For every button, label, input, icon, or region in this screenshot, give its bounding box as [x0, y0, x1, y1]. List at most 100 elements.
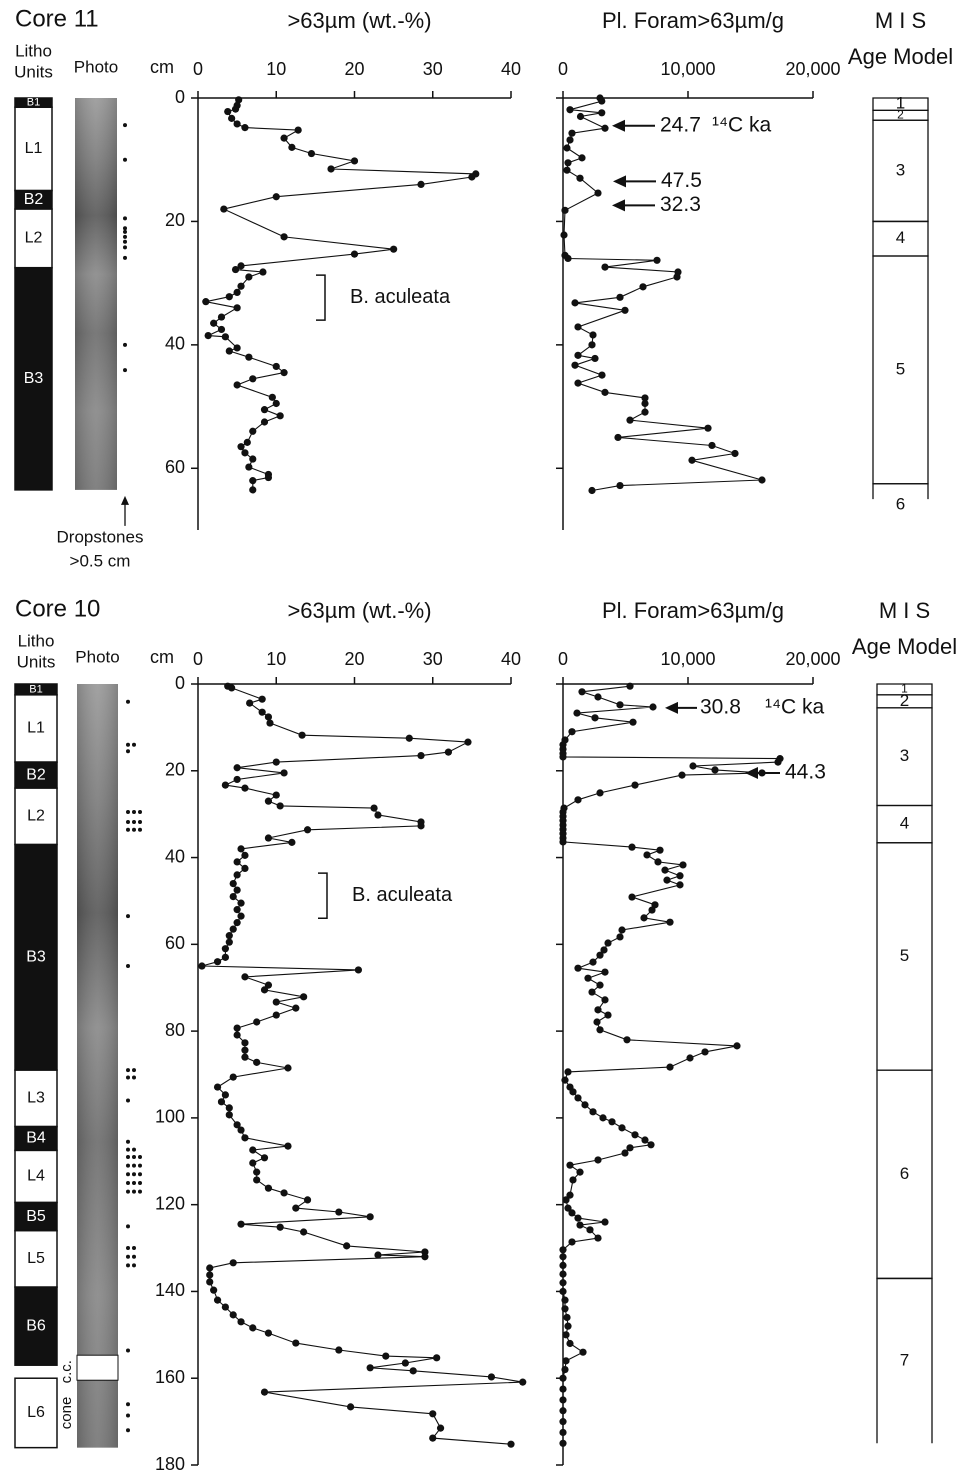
data-point: [233, 764, 241, 772]
data-point: [429, 1410, 437, 1418]
mis-label: 6: [900, 1164, 909, 1183]
data-point: [276, 802, 284, 810]
data-point: [574, 1214, 582, 1222]
dropstone: [126, 749, 130, 754]
litho-label: B2: [26, 766, 46, 783]
data-point: [571, 361, 579, 369]
data-point: [272, 758, 280, 766]
data-point: [233, 288, 241, 296]
y-tick-label: 20: [165, 210, 185, 230]
data-point: [221, 953, 229, 961]
data-point: [245, 353, 253, 361]
data-point: [237, 845, 245, 853]
litho-label: B6: [26, 1317, 46, 1334]
data-point: [594, 1006, 602, 1014]
x-tick-label: 20: [344, 59, 364, 79]
y-tick-label: 80: [165, 1020, 185, 1040]
data-point: [241, 449, 249, 457]
data-point: [598, 371, 606, 379]
data-point: [433, 1354, 441, 1362]
annotation-label: 24.7: [660, 113, 701, 136]
data-point: [231, 105, 240, 113]
data-point: [689, 762, 697, 770]
data-point: [280, 769, 288, 777]
data-point: [429, 1434, 437, 1442]
data-point: [292, 1339, 300, 1347]
y-tick-label: 160: [155, 1367, 185, 1387]
annotation-arrowhead: [612, 119, 625, 132]
data-point: [562, 1331, 570, 1339]
y-tick-label: 40: [165, 334, 185, 354]
data-point: [561, 206, 569, 214]
x-tick-label: 40: [501, 59, 521, 79]
data-point: [591, 354, 599, 363]
photo-label: cone: [58, 1397, 75, 1430]
data-point: [594, 1234, 602, 1242]
data-point: [237, 899, 245, 907]
data-point: [559, 1246, 567, 1254]
data-point: [221, 1091, 229, 1099]
data-point: [604, 939, 612, 947]
chart-title: Pl. Foram>63µm/g: [602, 8, 784, 33]
data-point: [566, 1161, 574, 1169]
data-point: [233, 775, 241, 784]
litho-label: L2: [25, 230, 43, 247]
chart-title: >63µm (wt.-%): [287, 8, 431, 33]
data-point: [731, 449, 739, 458]
data-point: [594, 1156, 602, 1164]
data-point: [213, 958, 222, 966]
data-point: [206, 1271, 214, 1279]
data-point: [574, 1094, 582, 1102]
data-point: [654, 858, 662, 866]
data-line: [201, 685, 523, 1445]
dropstone: [126, 914, 130, 919]
data-point: [241, 973, 249, 981]
data-point: [661, 866, 669, 874]
x-tick-label: 0: [193, 649, 203, 669]
litho-label: L2: [27, 808, 45, 825]
data-point: [272, 399, 280, 408]
data-point: [233, 304, 241, 312]
mis-label: 4: [900, 814, 909, 833]
x-tick-label: 10: [266, 59, 286, 79]
data-point: [628, 843, 636, 851]
data-point: [701, 1048, 709, 1056]
data-point: [401, 1359, 409, 1367]
data-point: [641, 1136, 649, 1144]
data-point: [300, 1228, 308, 1236]
data-point: [206, 1278, 214, 1286]
bracket: [316, 274, 326, 321]
annotation-arrowhead: [745, 766, 758, 779]
data-point: [229, 1073, 237, 1081]
data-point: [284, 1064, 292, 1072]
data-point: [276, 1223, 284, 1231]
data-point: [631, 1131, 639, 1139]
litho-unit: [14, 1377, 58, 1449]
data-point: [663, 876, 671, 884]
data-point: [264, 473, 273, 482]
mis-label: 5: [900, 946, 909, 965]
data-point: [272, 193, 280, 201]
dropstone: [126, 1246, 130, 1251]
data-point: [229, 1259, 237, 1267]
data-point: [559, 1428, 567, 1437]
data-point: [594, 693, 602, 701]
data-point: [586, 1226, 594, 1234]
data-point: [559, 1253, 567, 1261]
data-point: [249, 486, 257, 494]
data-point: [640, 914, 648, 922]
dropstone: [132, 827, 136, 832]
data-point: [601, 968, 609, 976]
y-tick-label: 60: [165, 933, 185, 953]
dropstone: [132, 1154, 136, 1159]
data-point: [649, 703, 657, 711]
data-point: [598, 97, 606, 105]
data-point: [676, 872, 684, 880]
data-point: [241, 851, 249, 859]
data-point: [280, 369, 288, 377]
data-point: [417, 822, 425, 830]
dropstone: [126, 1147, 130, 1152]
data-point: [231, 265, 240, 274]
data-point: [566, 106, 574, 114]
x-tick-label: 20: [344, 649, 364, 669]
